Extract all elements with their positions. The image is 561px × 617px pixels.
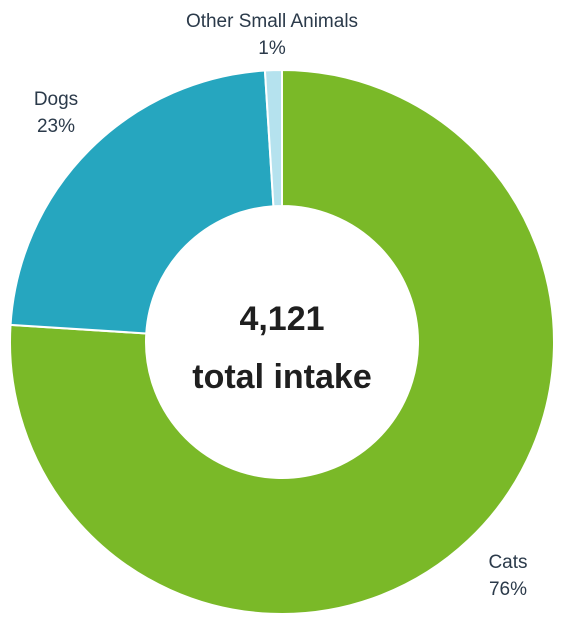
slice-group [9, 68, 555, 615]
slice-name-label: Other Small Animals [186, 11, 358, 32]
slice-other-small-animals [263, 68, 283, 208]
slice-percent-label: 76% [489, 579, 527, 600]
slice-name-label: Dogs [34, 89, 78, 110]
slice-name-label: Cats [488, 552, 527, 573]
label-group: Cats 76% Dogs 23% Other Small Animals 1% [34, 11, 528, 600]
center-label: total intake [192, 358, 371, 396]
slice-cats [9, 68, 555, 615]
slice-percent-label: 1% [258, 38, 286, 59]
center-value: 4,121 [239, 300, 324, 338]
slice-dogs [9, 69, 275, 335]
slice-percent-label: 23% [37, 116, 75, 137]
